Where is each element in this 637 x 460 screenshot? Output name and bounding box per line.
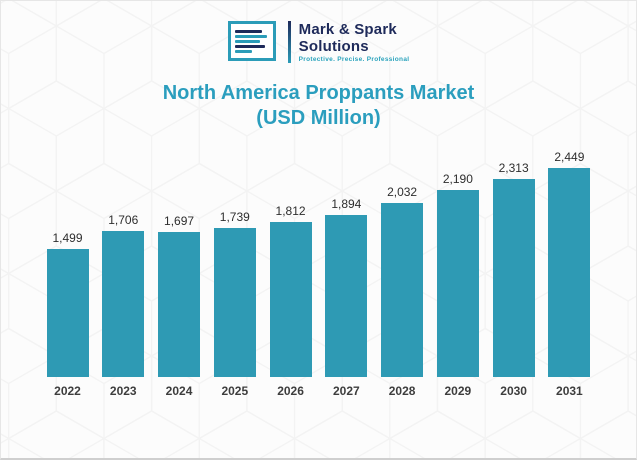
- bar-value-label: 1,894: [331, 197, 362, 211]
- chart-title: North America Proppants Market: [162, 82, 475, 104]
- x-tick-2022: 2022: [54, 384, 81, 398]
- company-tagline: Protective. Precise. Professional: [298, 56, 410, 63]
- bar-group-2026: 1,812 2026: [269, 147, 312, 398]
- bar-group-2028: 2,032 2028: [381, 147, 424, 398]
- x-tick-2031: 2031: [556, 384, 583, 398]
- x-tick-2024: 2024: [165, 384, 193, 398]
- bar-2026: [269, 222, 312, 377]
- bar-2030: [492, 179, 535, 377]
- company-name-line2: Solutions: [298, 38, 369, 55]
- bar-group-2023: 1,706 2023: [102, 147, 145, 398]
- bar-group-2024: 1,697 2024: [158, 147, 201, 398]
- logo-divider: [287, 21, 291, 63]
- bar-value-label: 1,739: [219, 210, 250, 224]
- bar-2028: [381, 203, 424, 377]
- bar-group-2027: 1,894 2027: [325, 147, 368, 398]
- bar-group-2029: 2,190 2029: [436, 147, 479, 398]
- header: Mark & Spark Solutions Protective. Preci…: [1, 1, 636, 63]
- bar-value-label: 2,190: [442, 172, 473, 186]
- bar-value-label: 1,499: [52, 231, 83, 245]
- bar-group-2030: 2,313 2030: [492, 147, 535, 398]
- bar-value-label: 1,697: [164, 214, 195, 228]
- chart-title-block: North America Proppants Market (USD Mill…: [1, 81, 636, 131]
- bar-value-label: 1,812: [275, 204, 306, 218]
- x-tick-2029: 2029: [444, 384, 472, 398]
- bar-chart: 1,499 2022 1,706 2023 1,697 2024: [46, 147, 591, 398]
- bar-2023: [102, 231, 145, 377]
- bar-2027: [325, 215, 368, 377]
- bar-group-2031: 2,449 2031: [548, 147, 591, 398]
- document-lines-icon: [227, 21, 276, 61]
- x-tick-2023: 2023: [109, 384, 137, 398]
- bar-value-label: 1,706: [108, 213, 139, 227]
- bar-2031: [548, 168, 591, 377]
- bar-value-label: 2,449: [554, 150, 585, 164]
- bar-value-label: 2,313: [498, 161, 529, 175]
- bar-group-2022: 1,499 2022: [46, 147, 89, 398]
- bar-value-label: 2,032: [387, 185, 418, 199]
- chart-subtitle: (USD Million): [256, 107, 381, 129]
- bar-2025: [213, 228, 256, 377]
- company-logo: Mark & Spark Solutions Protective. Preci…: [227, 21, 410, 63]
- company-name-line1: Mark & Spark: [298, 21, 397, 38]
- x-tick-2027: 2027: [332, 384, 360, 398]
- x-tick-2028: 2028: [388, 384, 416, 398]
- bar-2029: [436, 190, 479, 377]
- x-tick-2030: 2030: [500, 384, 527, 398]
- x-tick-2026: 2026: [277, 384, 304, 398]
- bar-2022: [46, 249, 89, 377]
- bar-group-2025: 1,739 2025: [213, 147, 256, 398]
- bar-2024: [158, 232, 201, 377]
- x-tick-2025: 2025: [221, 384, 249, 398]
